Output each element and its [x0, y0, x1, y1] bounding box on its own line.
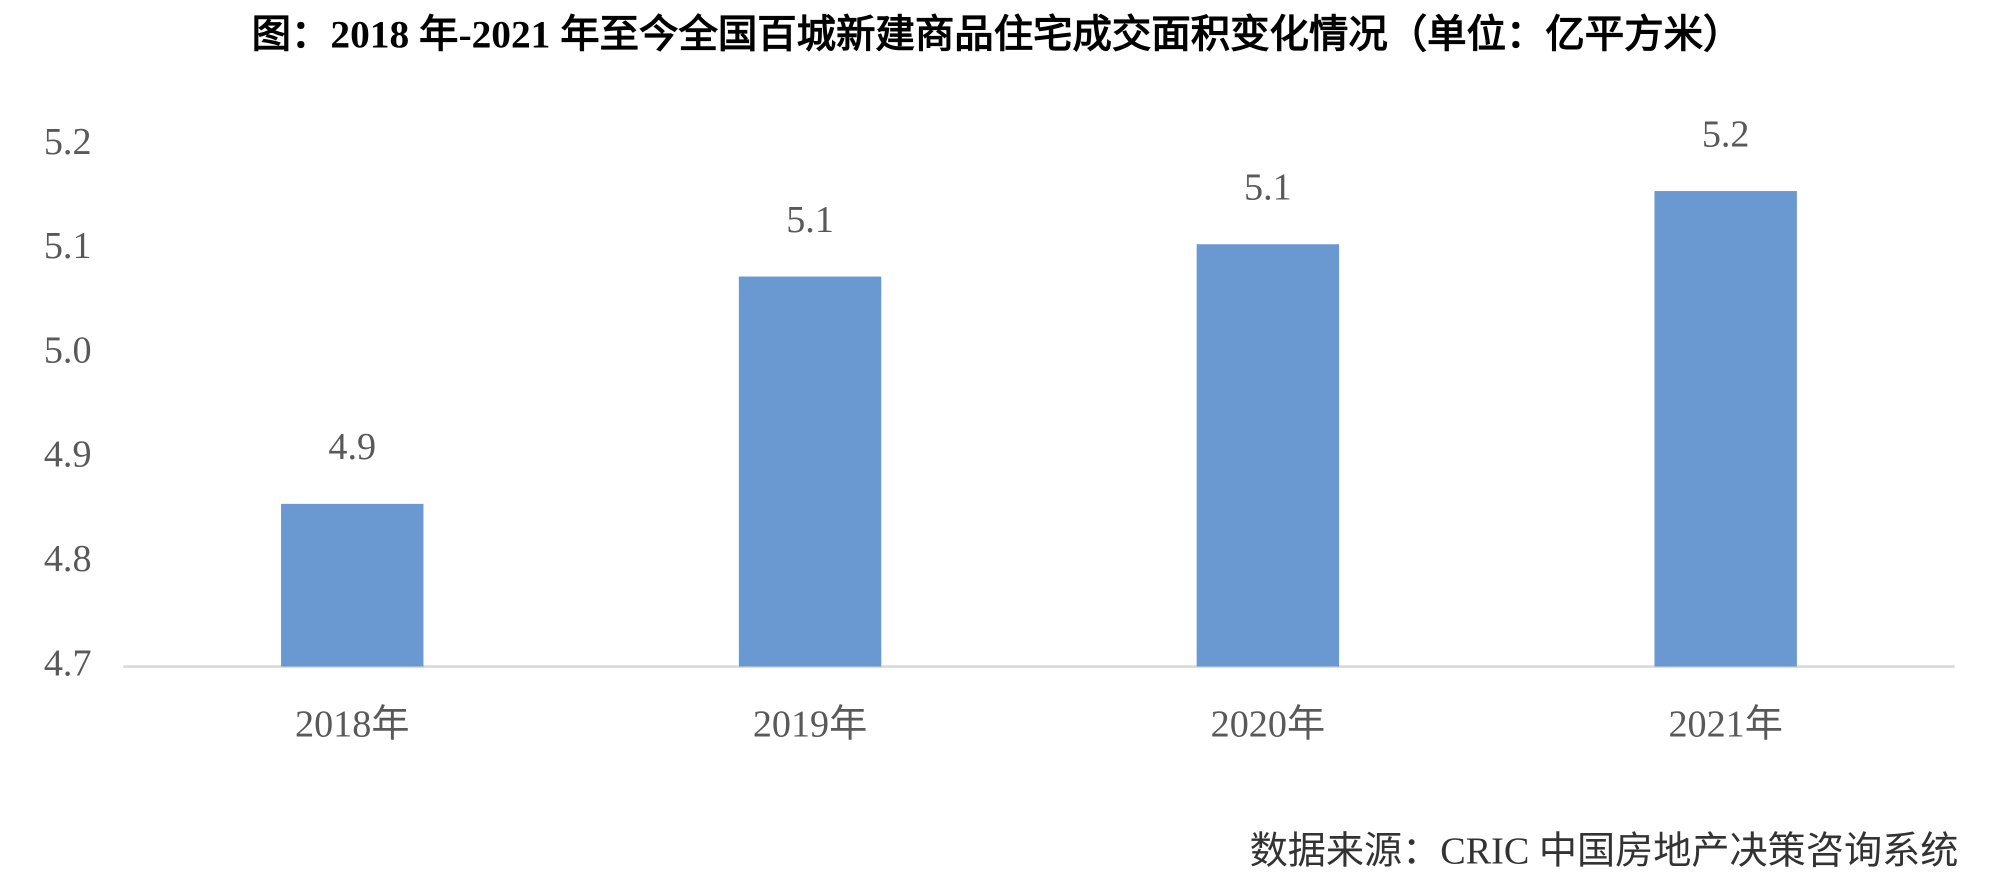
value-label: 5.1 [786, 199, 834, 241]
value-label: 5.1 [1244, 167, 1292, 209]
bar [738, 276, 882, 667]
bar [281, 503, 424, 667]
x-tick-label: 2021年 [1668, 702, 1782, 745]
y-tick-label: 4.7 [44, 642, 92, 684]
bar [1196, 244, 1340, 667]
y-tick-label: 5.1 [44, 225, 92, 267]
value-label: 5.2 [1702, 113, 1750, 155]
y-tick-label: 5.0 [44, 329, 92, 371]
x-tick-label: 2020年 [1211, 702, 1325, 745]
x-tick-label: 2019年 [753, 702, 867, 745]
y-tick-label: 4.8 [44, 538, 92, 580]
y-tick-label: 4.9 [44, 434, 92, 476]
value-label: 4.9 [328, 426, 376, 468]
chart-title: 图：2018 年-2021 年至今全国百城新建商品住宅成交面积变化情况（单位：亿… [252, 11, 1743, 56]
x-tick-label: 2018年 [295, 702, 409, 745]
y-tick-label: 5.2 [44, 121, 92, 163]
bar [1654, 191, 1797, 667]
source-note: 数据来源：CRIC 中国房地产决策咨询系统 [1250, 830, 1959, 873]
